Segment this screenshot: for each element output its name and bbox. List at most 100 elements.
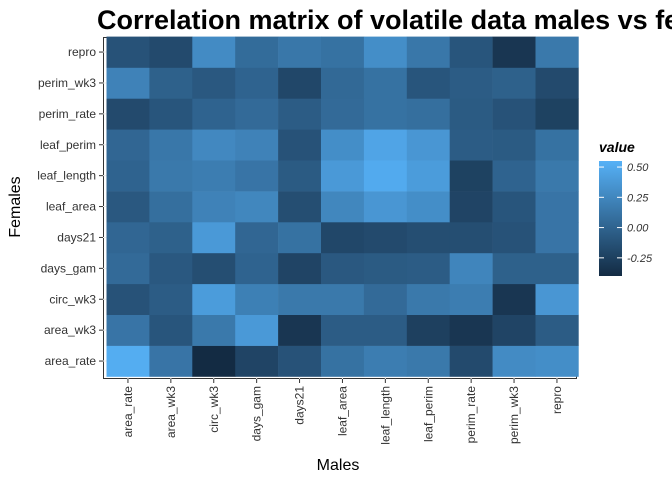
heatmap-cell-area_wk3-area_rate [106,314,150,346]
heatmap-cell-perim_rate-perim_wk3 [492,98,536,130]
heatmap-cell-area_rate-repro [535,345,579,377]
heatmap-cell-days_gam-circ_wk3 [192,252,236,285]
heatmap-cell-perim_rate-leaf_length [363,98,408,130]
heatmap-cell-circ_wk3-days21 [278,283,322,315]
legend-tick-label: -0.25 [627,253,653,265]
heatmap-cell-circ_wk3-days_gam [235,283,279,315]
x-tick-label: repro [550,386,564,414]
x-tick-label: leaf_length [378,386,392,445]
y-tick-label: area_rate [45,354,97,368]
legend-colorbar [599,161,622,276]
heatmap-cell-days_gam-leaf_perim [406,252,450,285]
heatmap-cell-repro-perim_wk3 [492,36,536,68]
heatmap-cell-repro-leaf_perim [406,36,450,68]
heatmap-cell-days21-perim_wk3 [492,222,536,254]
y-tick-label: leaf_perim [40,138,96,152]
heatmap-cell-days21-days_gam [235,222,279,254]
heatmap-cell-leaf_perim-area_rate [106,129,150,161]
heatmap-cell-leaf_length-leaf_area [321,160,365,192]
x-tick-label: area_rate [121,386,135,438]
heatmap-cell-perim_wk3-perim_wk3 [492,67,536,99]
heatmap-cell-circ_wk3-leaf_length [363,283,408,315]
heatmap-cell-area_rate-days_gam [235,345,279,377]
heatmap-cell-perim_rate-leaf_area [321,98,365,130]
heatmap-cell-leaf_length-days_gam [235,160,279,192]
y-tick-label: area_wk3 [44,323,96,337]
legend-ticks: 0.50 0.25 0.00 -0.25 [599,162,653,265]
heatmap-cell-repro-leaf_area [321,36,365,68]
heatmap-cell-leaf_length-perim_wk3 [492,160,536,192]
heatmap-cell-days_gam-repro [535,252,579,285]
heatmap-cell-area_rate-circ_wk3 [192,345,236,377]
heatmap-cell-perim_rate-perim_rate [449,98,493,130]
heatmap-cell-leaf_area-area_rate [106,191,150,223]
heatmap-cell-perim_wk3-circ_wk3 [192,67,236,99]
heatmap-cell-days21-circ_wk3 [192,222,236,254]
x-tick-label: perim_wk3 [507,386,521,444]
heatmap-cell-circ_wk3-area_wk3 [149,283,193,315]
heatmap-cell-leaf_length-days21 [278,160,322,192]
color-legend: value 0.50 0.25 0.00 -0.25 [599,139,653,276]
heatmap-cell-days_gam-area_wk3 [149,252,193,285]
x-tick-label: leaf_perim [421,386,435,442]
heatmap-cell-days21-perim_rate [449,222,493,254]
heatmap-cell-circ_wk3-repro [535,283,579,315]
heatmap-cell-leaf_perim-leaf_perim [406,129,450,161]
heatmap-cell-area_rate-area_rate [106,345,150,377]
y-tick-label: perim_wk3 [38,76,96,90]
heatmap-cell-leaf_area-leaf_area [321,191,365,223]
x-tick-label: days21 [293,386,307,425]
heatmap-cell-area_wk3-repro [535,314,579,346]
heatmap-cell-perim_rate-repro [535,98,579,130]
heatmap-cell-leaf_perim-leaf_length [363,129,408,161]
heatmap-cell-leaf_length-repro [535,160,579,192]
heatmap-cell-leaf_area-circ_wk3 [192,191,236,223]
heatmap-cell-leaf_perim-area_wk3 [149,129,193,161]
heatmap-cell-leaf_area-leaf_length [363,191,408,223]
heatmap-cell-repro-area_wk3 [149,36,193,68]
heatmap-cell-perim_wk3-leaf_perim [406,67,450,99]
heatmap-cell-area_wk3-days21 [278,314,322,346]
heatmap-cell-leaf_length-area_wk3 [149,160,193,192]
x-axis: area_rate area_wk3 circ_wk3 days_gam days21 l… [121,379,564,445]
y-tick-label: days_gam [41,261,96,275]
heatmap-cell-days21-repro [535,222,579,254]
heatmap-cell-perim_rate-area_rate [106,98,150,130]
heatmap-cell-perim_wk3-area_rate [106,67,150,99]
heatmap-cell-perim_rate-days21 [278,98,322,130]
heatmap-cell-perim_rate-days_gam [235,98,279,130]
heatmap-cell-circ_wk3-leaf_area [321,283,365,315]
heatmap-cell-area_wk3-perim_rate [449,314,493,346]
heatmap-cell-area_wk3-area_wk3 [149,314,193,346]
heatmap-cell-leaf_area-repro [535,191,579,223]
heatmap-cell-repro-days_gam [235,36,279,68]
heatmap-cell-area_rate-perim_wk3 [492,345,536,377]
heatmap-cell-repro-leaf_length [363,36,408,68]
heatmap-cell-days_gam-perim_wk3 [492,252,536,285]
x-tick-label: circ_wk3 [207,386,221,433]
heatmap-cell-perim_wk3-area_wk3 [149,67,193,99]
legend-tick-label: 0.00 [627,223,649,235]
heatmap-cell-leaf_length-leaf_perim [406,160,450,192]
heatmap-cell-leaf_perim-perim_rate [449,129,493,161]
y-tick-label: leaf_area [46,200,96,214]
heatmap-cell-days_gam-leaf_area [321,252,365,285]
heatmap-tiles [106,36,579,377]
heatmap-cell-repro-days21 [278,36,322,68]
heatmap-cell-area_wk3-days_gam [235,314,279,346]
heatmap-cell-area_wk3-circ_wk3 [192,314,236,346]
heatmap-cell-days_gam-days21 [278,252,322,285]
x-tick-label: perim_rate [464,386,478,444]
heatmap-cell-circ_wk3-area_rate [106,283,150,315]
heatmap-cell-days_gam-days_gam [235,252,279,285]
heatmap-cell-area_wk3-leaf_length [363,314,408,346]
heatmap-cell-area_wk3-leaf_area [321,314,365,346]
heatmap-cell-repro-repro [535,36,579,68]
y-tick-label: leaf_length [37,169,96,183]
y-tick-label: repro [68,45,96,59]
heatmap-cell-perim_wk3-leaf_area [321,67,365,99]
heatmap-cell-leaf_area-area_wk3 [149,191,193,223]
y-axis: area_rate area_wk3 circ_wk3 days_gam days21 l… [37,45,103,368]
heatmap-cell-days21-leaf_length [363,222,408,254]
heatmap-cell-circ_wk3-leaf_perim [406,283,450,315]
